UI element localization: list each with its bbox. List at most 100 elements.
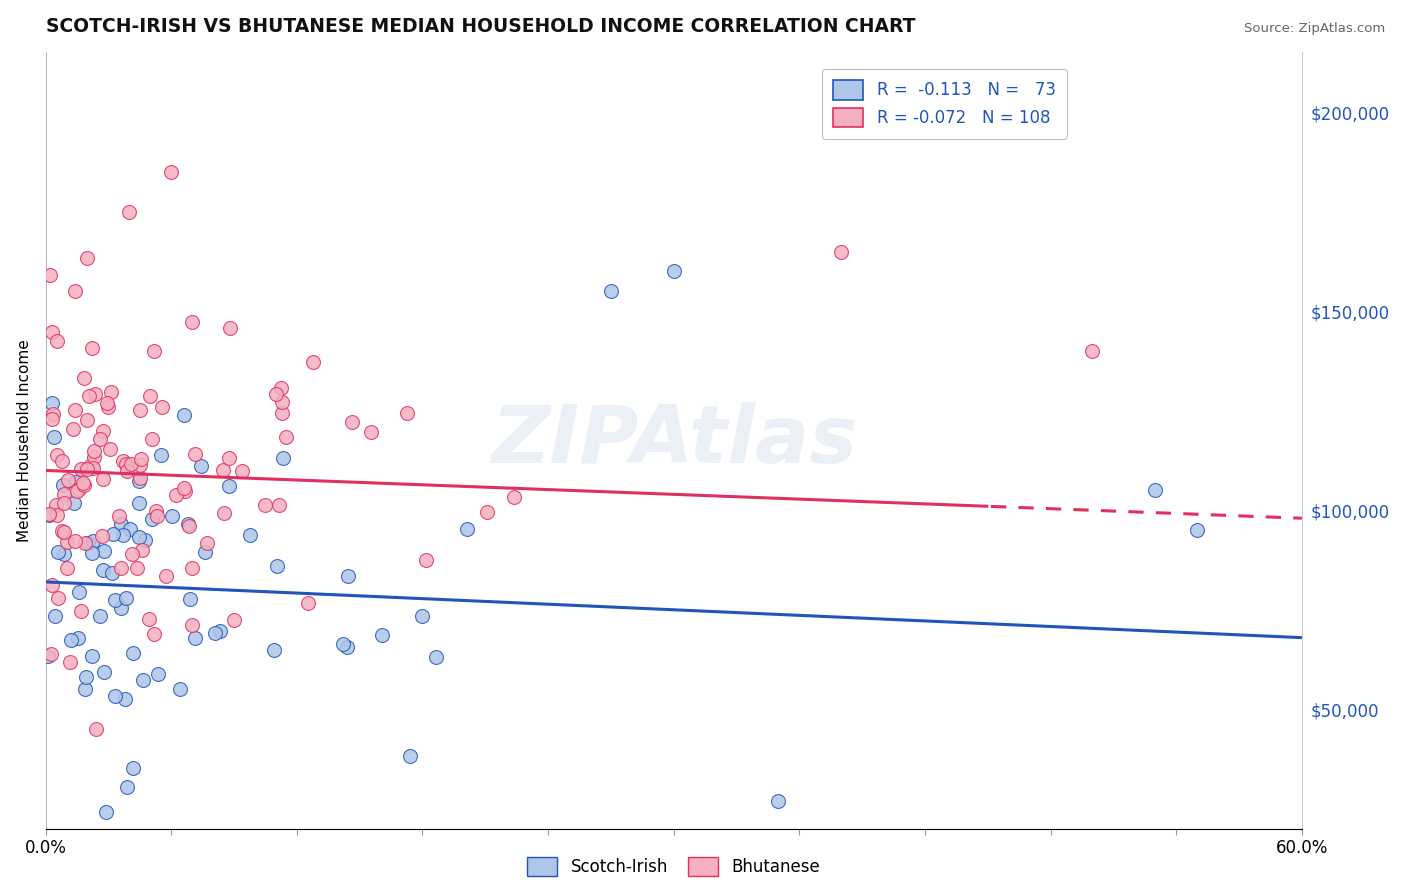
Point xyxy=(70,604,93,618)
Point xyxy=(148,666,170,681)
Point xyxy=(91,472,114,486)
Point xyxy=(63,533,86,548)
Point xyxy=(82,341,104,355)
Point xyxy=(76,462,98,476)
Point xyxy=(70,462,93,476)
Point xyxy=(46,545,69,559)
Point xyxy=(141,512,163,526)
Point xyxy=(38,508,60,522)
Point xyxy=(62,422,84,436)
Point xyxy=(98,442,121,456)
Point xyxy=(332,637,354,651)
Point xyxy=(91,529,114,543)
Point xyxy=(37,648,59,663)
Point xyxy=(52,525,75,540)
Point xyxy=(63,403,86,417)
Text: SCOTCH-IRISH VS BHUTANESE MEDIAN HOUSEHOLD INCOME CORRELATION CHART: SCOTCH-IRISH VS BHUTANESE MEDIAN HOUSEHO… xyxy=(45,17,915,36)
Point xyxy=(195,535,218,549)
Point xyxy=(160,508,183,523)
Point xyxy=(160,165,183,179)
Point xyxy=(75,670,97,684)
Point xyxy=(84,722,107,736)
Point xyxy=(1185,523,1208,537)
Point xyxy=(56,561,79,575)
Point xyxy=(174,483,197,498)
Point xyxy=(110,517,132,532)
Point xyxy=(219,321,242,335)
Point xyxy=(177,518,200,533)
Text: ZIPAtlas: ZIPAtlas xyxy=(491,401,856,480)
Point xyxy=(96,396,118,410)
Point xyxy=(456,522,478,536)
Point xyxy=(336,640,359,654)
Point xyxy=(117,464,139,478)
Point xyxy=(115,591,138,605)
Point xyxy=(263,643,285,657)
Point xyxy=(204,625,226,640)
Point xyxy=(51,453,73,467)
Point xyxy=(146,509,169,524)
Point xyxy=(149,448,172,462)
Point xyxy=(46,448,69,462)
Point xyxy=(138,612,160,626)
Point xyxy=(194,545,217,559)
Point xyxy=(73,682,96,697)
Point xyxy=(173,481,195,495)
Point xyxy=(425,649,447,664)
Point xyxy=(53,495,76,509)
Point xyxy=(41,396,63,410)
Point xyxy=(114,457,136,471)
Point xyxy=(360,425,382,439)
Point xyxy=(125,561,148,575)
Point xyxy=(371,628,394,642)
Point xyxy=(59,633,82,648)
Point xyxy=(128,496,150,510)
Point xyxy=(173,409,195,423)
Point xyxy=(110,600,132,615)
Point xyxy=(121,547,143,561)
Point xyxy=(89,432,111,446)
Point xyxy=(141,433,163,447)
Point xyxy=(56,474,79,488)
Point xyxy=(93,544,115,558)
Point xyxy=(38,268,60,283)
Point xyxy=(212,463,235,477)
Point xyxy=(97,400,120,414)
Point xyxy=(111,528,134,542)
Point xyxy=(411,609,433,624)
Point xyxy=(59,655,82,669)
Point xyxy=(45,498,67,512)
Point xyxy=(76,252,98,266)
Point xyxy=(253,498,276,512)
Point xyxy=(44,608,66,623)
Point xyxy=(38,508,60,522)
Point xyxy=(41,412,63,426)
Point xyxy=(181,315,204,329)
Point xyxy=(104,690,127,704)
Point xyxy=(84,387,107,401)
Point xyxy=(55,535,77,549)
Point xyxy=(72,476,94,491)
Point xyxy=(266,558,288,573)
Point xyxy=(662,264,685,278)
Point xyxy=(80,649,103,664)
Point xyxy=(83,443,105,458)
Point xyxy=(169,682,191,697)
Point xyxy=(150,401,173,415)
Point xyxy=(1144,483,1167,498)
Point xyxy=(73,478,96,492)
Point xyxy=(830,244,852,259)
Point xyxy=(67,483,90,497)
Point xyxy=(41,577,63,591)
Point xyxy=(264,387,287,401)
Point xyxy=(270,381,292,395)
Point xyxy=(184,447,207,461)
Point xyxy=(180,561,202,575)
Point xyxy=(184,631,207,645)
Point xyxy=(41,325,63,339)
Point xyxy=(100,384,122,399)
Point xyxy=(179,592,201,607)
Point xyxy=(120,457,142,471)
Point xyxy=(267,498,290,512)
Point xyxy=(224,614,246,628)
